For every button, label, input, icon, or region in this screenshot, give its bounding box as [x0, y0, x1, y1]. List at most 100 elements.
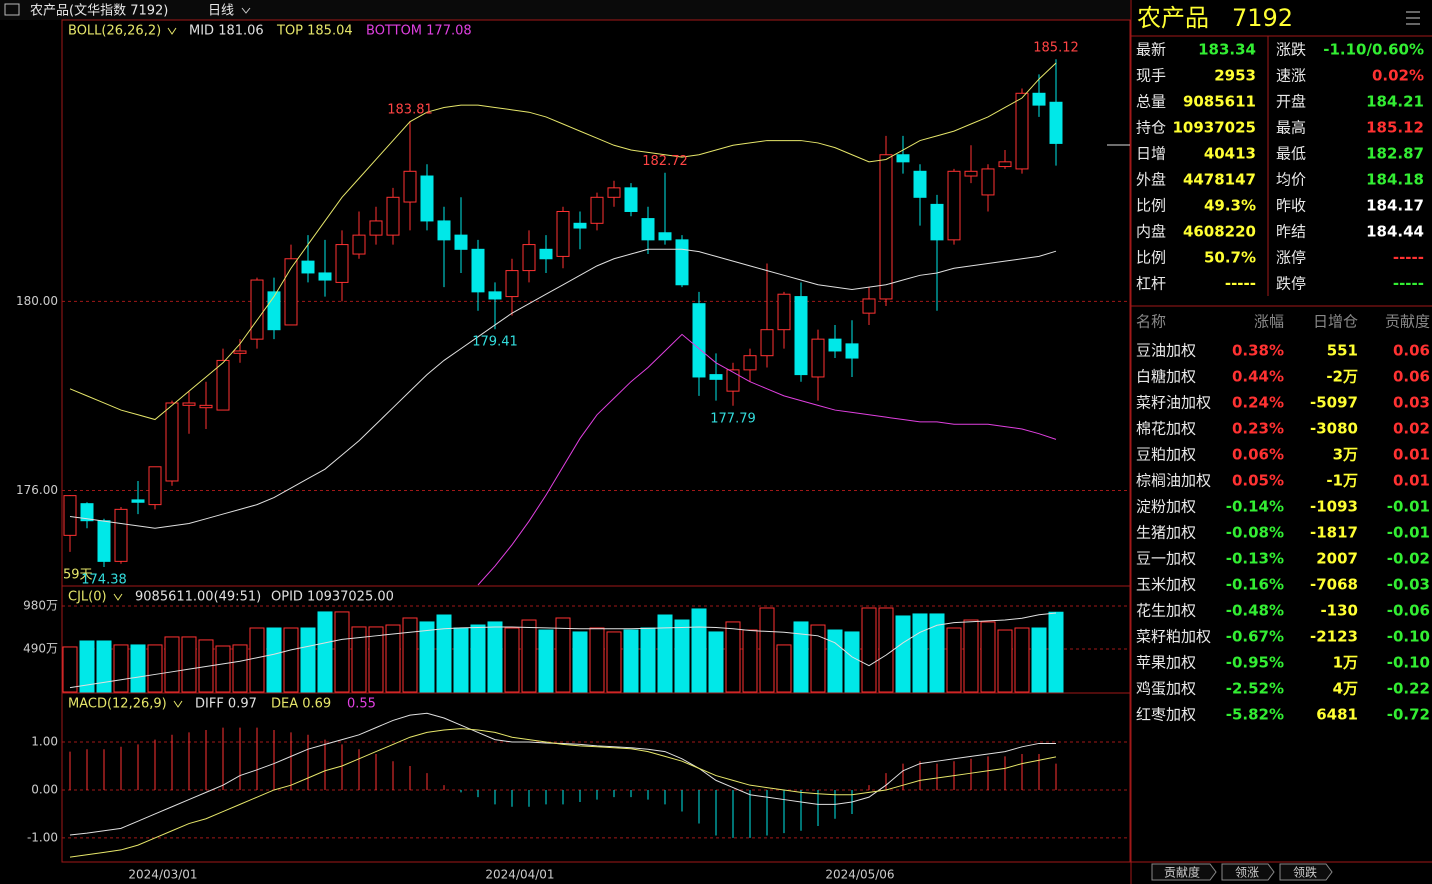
volume-bar	[589, 627, 605, 693]
volume-bar	[555, 617, 571, 693]
indicator-line	[69, 728, 1057, 858]
candle-body	[335, 244, 349, 283]
candle-body	[1032, 92, 1046, 106]
candle-body	[811, 338, 825, 378]
tab[interactable]	[1151, 863, 1217, 881]
table-cell: -1817	[1310, 524, 1358, 542]
volume-bar	[895, 615, 911, 693]
dropdown[interactable]	[167, 27, 177, 35]
table-cell: 棕榈油加权	[1136, 472, 1211, 490]
high-label: 183.81	[387, 103, 433, 118]
candle-body	[369, 220, 383, 236]
cjl-title[interactable]: CJL(0)	[68, 590, 107, 605]
candle-body	[726, 369, 740, 392]
tab-label[interactable]: 领跌	[1293, 865, 1317, 880]
low-label: 174.38	[81, 573, 127, 588]
volume-bar	[759, 607, 775, 693]
quote-label: 速涨	[1276, 67, 1306, 85]
candle-body	[131, 499, 145, 503]
table-cell: 0.01	[1393, 472, 1430, 490]
candle-body	[233, 350, 247, 354]
boll-title[interactable]: BOLL(26,26,2)	[68, 24, 161, 39]
dropdown[interactable]	[173, 700, 183, 708]
high-label: 185.12	[1033, 41, 1079, 56]
indicator-line	[69, 248, 1057, 529]
table-cell: 生猪加权	[1136, 524, 1196, 542]
tab[interactable]	[1221, 863, 1275, 881]
quote-value: -1.10/0.60%	[1323, 41, 1424, 59]
candle-body	[794, 296, 808, 376]
quote-value: -----	[1225, 275, 1256, 293]
macd-title[interactable]: MACD(12,26,9)	[68, 697, 167, 712]
tab-label[interactable]: 领涨	[1235, 865, 1259, 880]
volume-bar	[232, 644, 248, 693]
quote-value: 184.18	[1366, 171, 1424, 189]
volume-bar	[215, 645, 231, 693]
table-cell: -0.72	[1387, 706, 1430, 724]
column-header: 涨幅	[1254, 313, 1284, 331]
table-cell: 花生加权	[1136, 602, 1196, 620]
volume-bar	[997, 629, 1013, 693]
quote-value: -----	[1393, 275, 1424, 293]
table-cell: 鸡蛋加权	[1136, 680, 1196, 698]
dea-legend: DEA 0.69	[271, 697, 331, 712]
opid-text: OPID 10937025.00	[271, 590, 394, 605]
candle-body	[80, 503, 94, 522]
candle-body	[284, 258, 298, 326]
tab[interactable]	[1279, 863, 1333, 881]
volume-bar	[334, 611, 350, 693]
quote-value: 40413	[1204, 145, 1256, 163]
table-cell: 2007	[1316, 550, 1358, 568]
volume-bar	[963, 619, 979, 693]
volume-bar	[912, 613, 928, 693]
table-cell: 菜籽粕加权	[1136, 628, 1211, 646]
volume-bar	[878, 607, 894, 693]
table-cell: -0.10	[1387, 628, 1430, 646]
table-cell: -5097	[1310, 394, 1358, 412]
candle-body	[301, 260, 315, 274]
candle-body	[760, 329, 774, 357]
quote-value: 184.44	[1366, 223, 1424, 241]
period[interactable]: 日线	[208, 4, 234, 19]
bottom-legend: BOTTOM 177.08	[366, 24, 472, 39]
quote-label: 昨结	[1276, 223, 1306, 241]
dropdown[interactable]	[113, 593, 123, 601]
y-tick-label: 980万	[23, 598, 58, 612]
table-cell: 0.06	[1393, 342, 1430, 360]
candle-body	[607, 187, 621, 198]
quote-label: 内盘	[1136, 223, 1166, 241]
volume-bar	[436, 614, 452, 693]
quote-value: 49.3%	[1204, 197, 1256, 215]
quote-value: 184.17	[1366, 197, 1424, 215]
candle-body	[403, 170, 417, 203]
volume-bar	[827, 629, 843, 693]
table-cell: 苹果加权	[1136, 654, 1196, 672]
quote-value: 50.7%	[1204, 249, 1256, 267]
top-legend: TOP 185.04	[276, 24, 353, 39]
quote-label: 杠杆	[1136, 275, 1166, 293]
volume-bar	[776, 644, 792, 693]
candle-body	[165, 402, 179, 482]
candle-body	[879, 154, 893, 300]
y-tick-label: 176.00	[16, 483, 58, 497]
candle-body	[1049, 101, 1063, 144]
quote-label: 开盘	[1276, 93, 1306, 111]
table-cell: -0.14%	[1226, 498, 1284, 516]
candle-body	[743, 355, 757, 371]
candle-body	[250, 279, 264, 340]
y-tick-label: 1.00	[31, 735, 58, 749]
table-cell: -0.08%	[1226, 524, 1284, 542]
table-cell: -0.01	[1387, 498, 1430, 516]
window-icon[interactable]	[4, 3, 20, 16]
dropdown[interactable]	[241, 7, 251, 14]
menu-icon[interactable]	[1406, 11, 1420, 25]
low-label: 177.79	[710, 411, 756, 426]
volume-bar	[249, 627, 265, 693]
table-cell: 4万	[1333, 680, 1358, 698]
candle-body	[556, 210, 570, 257]
volume-bar	[470, 624, 486, 693]
candle-body	[964, 170, 978, 177]
candle-body	[420, 175, 434, 222]
tab-label[interactable]: 贡献度	[1164, 865, 1200, 880]
